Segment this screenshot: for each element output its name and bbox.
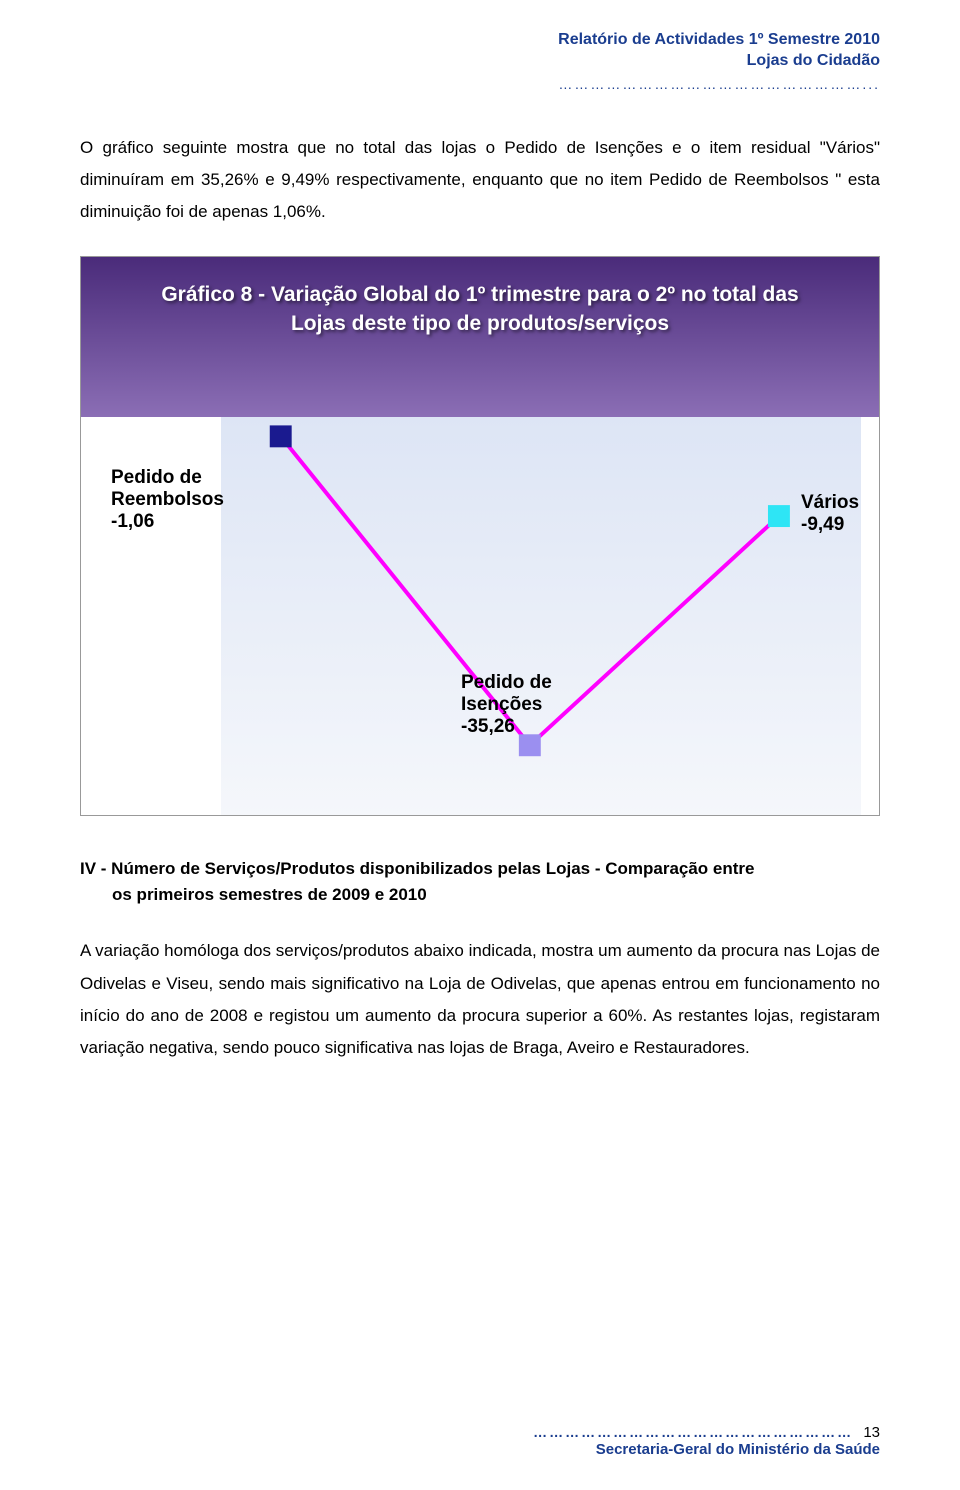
chart-point-label-1: Pedido deIsenções-35,26	[461, 672, 552, 738]
page-footer: …………………………………………………… 13 Secretaria-Geral…	[533, 1424, 880, 1458]
page-header: Relatório de Actividades 1º Semestre 201…	[80, 30, 880, 72]
header-line1: Relatório de Actividades 1º Semestre 201…	[80, 30, 880, 51]
page-number: 13	[863, 1424, 880, 1441]
section-heading-l2: os primeiros semestres de 2009 e 2010	[80, 882, 880, 908]
chart-marker-0	[270, 426, 292, 448]
section-heading-l1: IV - Número de Serviços/Produtos disponi…	[80, 859, 755, 878]
footer-org: Secretaria-Geral do Ministério da Saúde	[533, 1441, 880, 1458]
chart-8: Gráfico 8 - Variação Global do 1º trimes…	[80, 256, 880, 816]
paragraph-2: A variação homóloga dos serviços/produto…	[80, 935, 880, 1064]
chart-point-label-0: Pedido deReembolsos-1,06	[111, 467, 224, 533]
header-line2: Lojas do Cidadão	[80, 51, 880, 72]
header-dots: …………………………………………………...	[80, 76, 880, 92]
footer-dots: ……………………………………………………	[533, 1424, 853, 1440]
paragraph-1: O gráfico seguinte mostra que no total d…	[80, 132, 880, 229]
chart-point-label-2: Vários-9,49	[801, 492, 859, 536]
chart-marker-1	[519, 735, 541, 757]
chart-marker-2	[768, 506, 790, 528]
section-heading-iv: IV - Número de Serviços/Produtos disponi…	[80, 856, 880, 907]
